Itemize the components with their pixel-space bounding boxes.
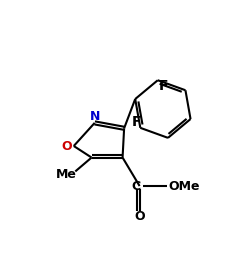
Text: N: N bbox=[89, 110, 100, 123]
Text: O: O bbox=[134, 210, 145, 223]
Text: F: F bbox=[132, 115, 141, 129]
Text: Me: Me bbox=[56, 168, 76, 181]
Text: O: O bbox=[62, 139, 72, 152]
Text: F: F bbox=[159, 79, 169, 93]
Text: C: C bbox=[131, 179, 140, 193]
Text: OMe: OMe bbox=[168, 179, 200, 193]
